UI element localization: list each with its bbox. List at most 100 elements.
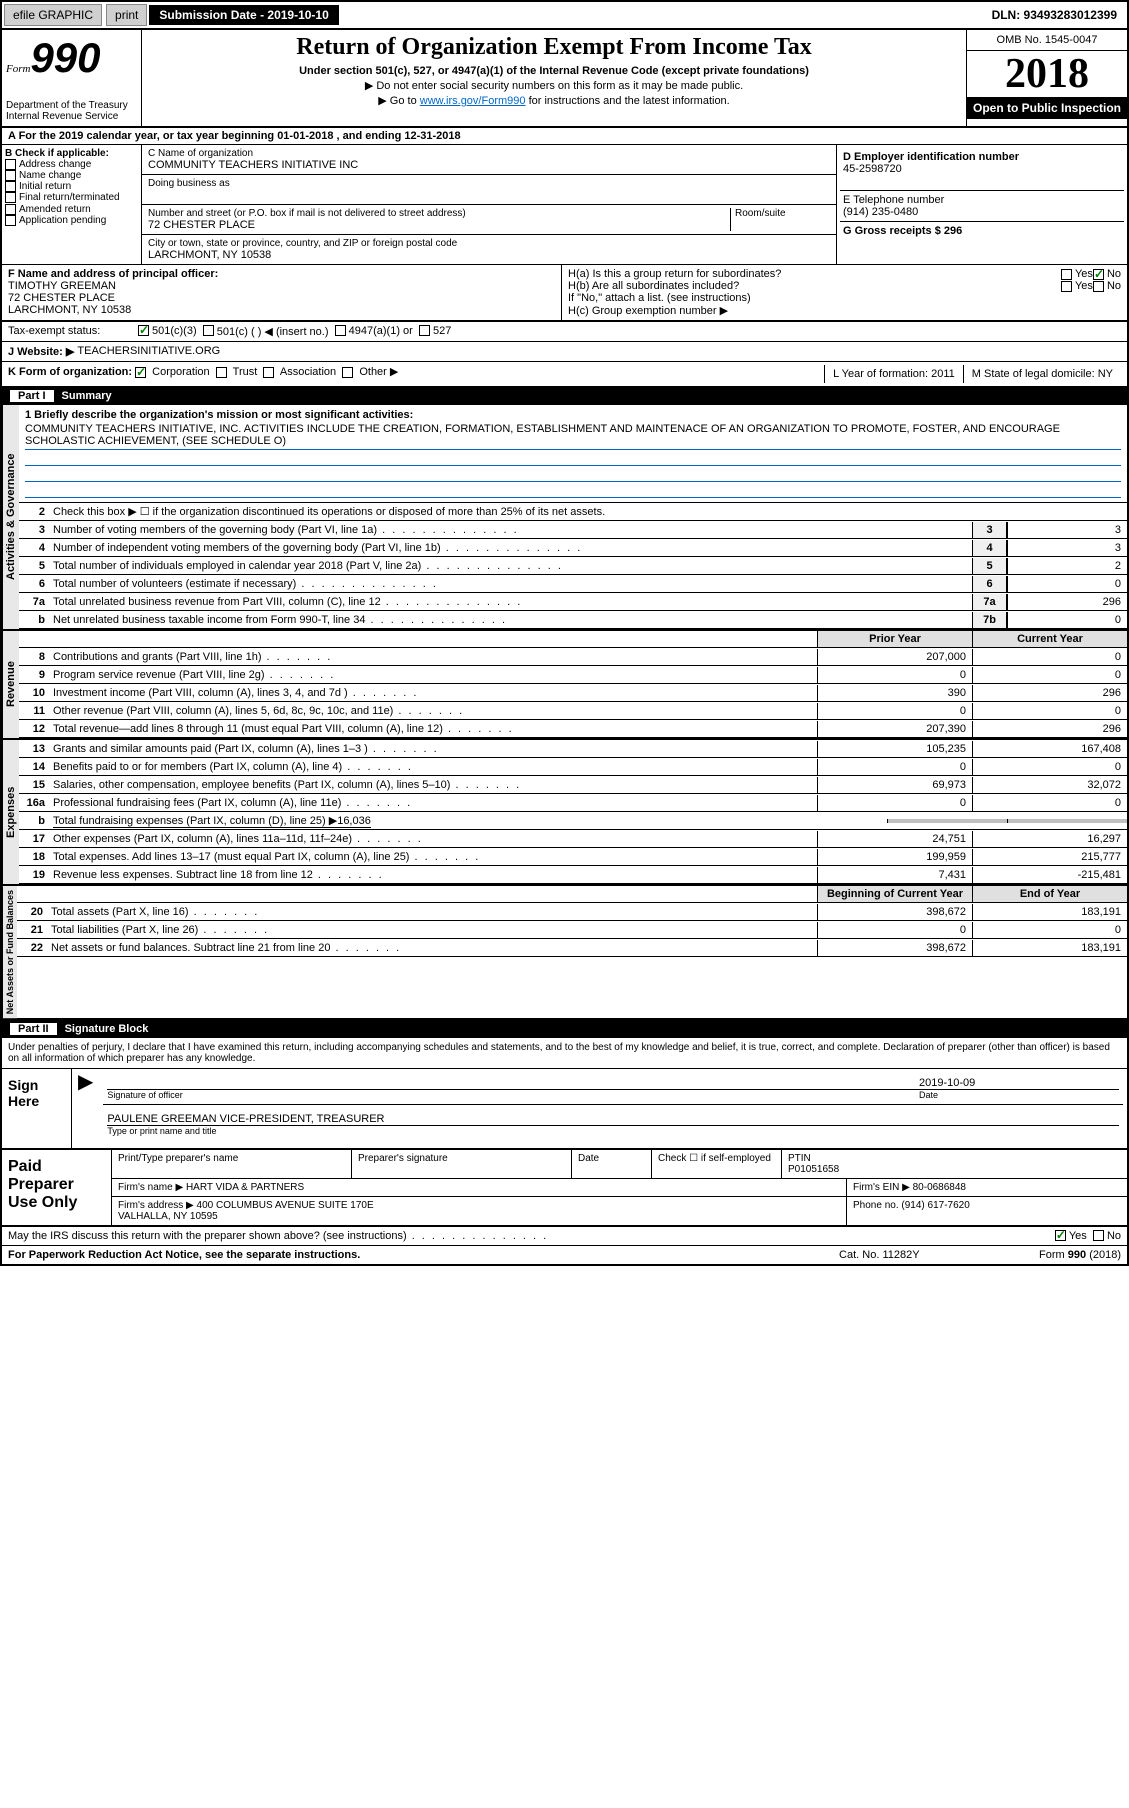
t22: Net assets or fund balances. Subtract li… <box>47 940 817 956</box>
blank-num-na <box>17 886 47 902</box>
firm-addr-cell: Firm's address ▶ 400 COLUMBUS AVENUE SUI… <box>112 1197 847 1225</box>
section-d-ein: D Employer identification number 45-2598… <box>837 145 1127 264</box>
discuss-yes-label: Yes <box>1069 1230 1087 1242</box>
check-final[interactable] <box>5 192 16 203</box>
section-f-officer: F Name and address of principal officer:… <box>2 265 562 320</box>
check-initial[interactable] <box>5 181 16 192</box>
v3: 3 <box>1007 522 1127 538</box>
check-4947[interactable] <box>335 325 346 336</box>
n15: 15 <box>19 777 49 793</box>
room-label: Room/suite <box>735 208 830 219</box>
box4: 4 <box>972 540 1007 556</box>
line-13: 13 Grants and similar amounts paid (Part… <box>19 740 1127 758</box>
ein-field: D Employer identification number 45-2598… <box>840 148 1124 191</box>
hb-yes[interactable] <box>1061 281 1072 292</box>
print-button[interactable]: print <box>106 4 147 26</box>
line-16b: b Total fundraising expenses (Part IX, c… <box>19 812 1127 830</box>
preparer-section: Paid Preparer Use Only Print/Type prepar… <box>2 1150 1127 1227</box>
end-hdr: End of Year <box>972 886 1127 902</box>
phone-value: (914) 617-7620 <box>901 1200 969 1211</box>
opt-initial: Initial return <box>19 181 71 192</box>
no-label-2: No <box>1107 280 1121 292</box>
governance-content: 1 Briefly describe the organization's mi… <box>19 405 1127 629</box>
f-label: F Name and address of principal officer: <box>8 268 555 280</box>
p17: 24,751 <box>817 831 972 847</box>
note-2: ▶ Go to www.irs.gov/Form990 for instruct… <box>146 94 962 107</box>
efile-button[interactable]: efile GRAPHIC <box>4 4 102 26</box>
i-label: Tax-exempt status: <box>8 325 138 338</box>
discuss-no[interactable] <box>1093 1230 1104 1241</box>
check-assoc[interactable] <box>263 367 274 378</box>
check-other[interactable] <box>342 367 353 378</box>
p19: 7,431 <box>817 867 972 883</box>
n20: 20 <box>17 904 47 920</box>
tax-status-row: Tax-exempt status: 501(c)(3) 501(c) ( ) … <box>2 321 1127 342</box>
ha-label: H(a) Is this a group return for subordin… <box>568 268 1061 280</box>
dba-label: Doing business as <box>148 178 830 189</box>
n6: 6 <box>19 576 49 592</box>
check-pending[interactable] <box>5 215 16 226</box>
t20: Total assets (Part X, line 16) <box>47 904 817 920</box>
check-address[interactable] <box>5 159 16 170</box>
governance-section: Activities & Governance 1 Briefly descri… <box>2 405 1127 631</box>
p9: 0 <box>817 667 972 683</box>
opt-address: Address change <box>19 159 91 170</box>
p15: 69,973 <box>817 777 972 793</box>
identity-section: B Check if applicable: Address change Na… <box>2 145 1127 265</box>
check-trust[interactable] <box>216 367 227 378</box>
check-amended[interactable] <box>5 204 16 215</box>
ein-label: D Employer identification number <box>843 151 1121 163</box>
nb: b <box>19 612 49 628</box>
c16a: 0 <box>972 795 1127 811</box>
c8: 0 <box>972 649 1127 665</box>
discuss-yes[interactable] <box>1055 1230 1066 1241</box>
line2-text: Check this box ▶ ☐ if the organization d… <box>49 503 1127 520</box>
top-toolbar: efile GRAPHIC print Submission Date - 20… <box>2 2 1127 30</box>
l-year: L Year of formation: 2011 <box>824 365 963 383</box>
p16a: 0 <box>817 795 972 811</box>
t14: Benefits paid to or for members (Part IX… <box>49 759 817 775</box>
t21: Total liabilities (Part X, line 26) <box>47 922 817 938</box>
part1-title: Summary <box>62 390 112 402</box>
check-name[interactable] <box>5 170 16 181</box>
ptin-value: P01051658 <box>788 1164 1121 1175</box>
gross-label: G Gross receipts $ 296 <box>843 225 1121 237</box>
org-name: COMMUNITY TEACHERS INITIATIVE INC <box>148 159 830 171</box>
check-501c3[interactable] <box>138 325 149 336</box>
addr-label: Number and street (or P.O. box if mail i… <box>148 208 730 219</box>
check-corp[interactable] <box>135 367 146 378</box>
sig-date: 2019-10-09 <box>919 1077 1119 1089</box>
n18: 18 <box>19 849 49 865</box>
n14: 14 <box>19 759 49 775</box>
check-527[interactable] <box>419 325 430 336</box>
n2: 2 <box>19 504 49 520</box>
part2-num: Part II <box>10 1023 57 1035</box>
hb-no[interactable] <box>1093 281 1104 292</box>
ha-yes[interactable] <box>1061 269 1072 280</box>
ha-no[interactable] <box>1093 269 1104 280</box>
officer-addr2: LARCHMONT, NY 10538 <box>8 304 555 316</box>
prep-row-1: Print/Type preparer's name Preparer's si… <box>112 1150 1127 1179</box>
prep-sig-label: Preparer's signature <box>352 1150 572 1178</box>
t17: Other expenses (Part IX, column (A), lin… <box>49 831 817 847</box>
sig-content: Signature of officer 2019-10-09 Date PAU… <box>99 1069 1127 1148</box>
c10: 296 <box>972 685 1127 701</box>
rev-col-header: Prior Year Current Year <box>19 631 1127 648</box>
part1-header: Part I Summary <box>2 387 1127 405</box>
inspection-label: Open to Public Inspection <box>967 97 1127 119</box>
line-10: 10 Investment income (Part VIII, column … <box>19 684 1127 702</box>
t3: Number of voting members of the governin… <box>49 522 972 538</box>
prep-content: Print/Type preparer's name Preparer's si… <box>112 1150 1127 1225</box>
irs-link[interactable]: www.irs.gov/Form990 <box>420 95 526 107</box>
check-501c[interactable] <box>203 325 214 336</box>
ptin-cell: PTIN P01051658 <box>782 1150 1127 1178</box>
prep-row-3: Firm's address ▶ 400 COLUMBUS AVENUE SUI… <box>112 1197 1127 1225</box>
c12: 296 <box>972 721 1127 737</box>
v6: 0 <box>1007 576 1127 592</box>
submission-date-label: Submission Date - 2019-10-10 <box>149 5 338 25</box>
form-number: 990 <box>30 34 100 81</box>
t6: Total number of volunteers (estimate if … <box>49 576 972 592</box>
blank-num <box>19 631 49 647</box>
line-17: 17 Other expenses (Part IX, column (A), … <box>19 830 1127 848</box>
ptin-label: PTIN <box>788 1153 1121 1164</box>
